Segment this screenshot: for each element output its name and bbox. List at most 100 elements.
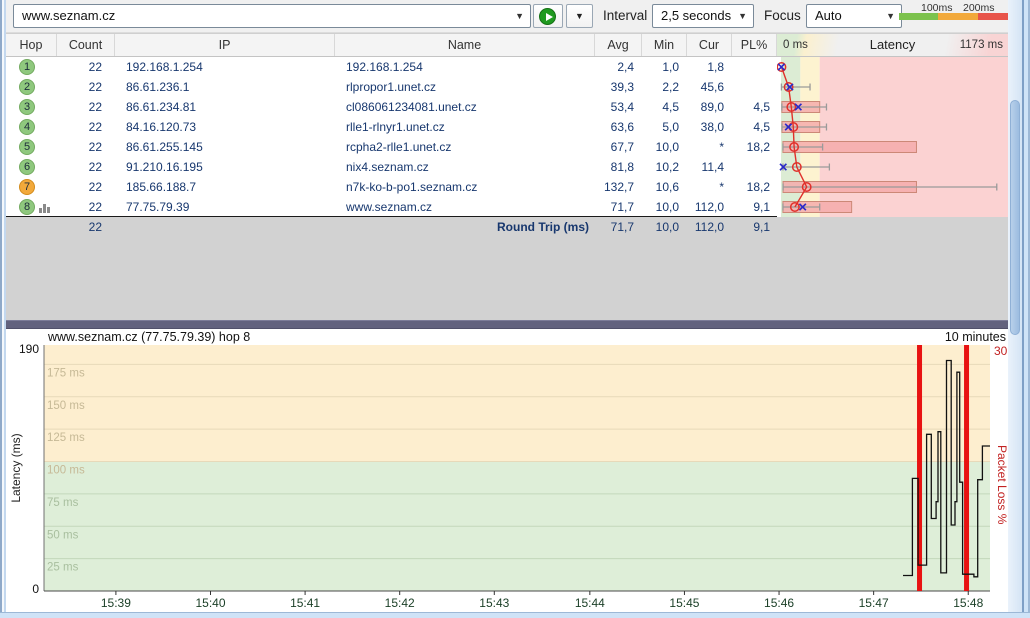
interval-value: 2,5 seconds [661, 8, 732, 23]
scrollbar-thumb[interactable] [1010, 100, 1020, 335]
count-cell: 22 [88, 200, 102, 214]
column-header-ip[interactable]: IP [115, 34, 335, 56]
summary-label: Round Trip (ms) [497, 220, 589, 234]
column-header-hop[interactable]: Hop [6, 34, 57, 56]
column-header-count[interactable]: Count [57, 34, 115, 56]
ip-cell: 77.75.79.39 [126, 200, 190, 214]
ip-cell: 91.210.16.195 [126, 160, 203, 174]
window-right-border [1022, 0, 1030, 618]
timeline-graph-panel: www.seznam.cz (77.75.79.39) hop 8 10 min… [6, 329, 1008, 612]
ip-cell: 86.61.236.1 [126, 80, 190, 94]
name-cell: n7k-ko-b-po1.seznam.cz [346, 180, 478, 194]
table-row[interactable]: 8 22 77.75.79.39 www.seznam.cz 71,7 10,0 112,0… [6, 197, 1008, 217]
summary-cur: 112,0 [694, 220, 724, 234]
window-bottom-border [0, 612, 1030, 618]
name-cell: cl086061234081.unet.cz [346, 100, 477, 114]
focus-select[interactable]: Auto ▼ [806, 4, 902, 28]
column-header-latency[interactable]: 0 ms Latency 1173 ms [777, 34, 1008, 56]
timeline-window-label: 10 minutes [944, 330, 1006, 344]
count-cell: 22 [88, 180, 102, 194]
toolbar: www.seznam.cz ▼ ▼ Interval 2,5 seconds ▼… [6, 0, 1012, 33]
latency-scale-title: Latency [869, 37, 916, 52]
play-icon [539, 8, 556, 25]
column-header-avg[interactable]: Avg [595, 34, 642, 56]
svg-text:150 ms: 150 ms [47, 400, 85, 412]
table-row[interactable]: 5 22 86.61.255.145 rcpha2-rlle1.unet.cz 67,7… [6, 137, 1008, 157]
min-cell: 10,6 [655, 180, 679, 194]
hop-number-badge: 6 [19, 159, 35, 175]
panel-splitter[interactable] [0, 320, 1030, 329]
name-cell: www.seznam.cz [346, 200, 433, 214]
avg-cell: 63,6 [610, 120, 634, 134]
target-combobox[interactable]: www.seznam.cz ▼ [13, 4, 531, 28]
table-row[interactable]: 6 22 91.210.16.195 nix4.seznam.cz 81,8 10,2 11… [6, 157, 1008, 177]
min-cell: 2,2 [662, 80, 679, 94]
focus-label: Focus [764, 8, 801, 23]
svg-text:15:43: 15:43 [479, 596, 509, 610]
avg-cell: 81,8 [610, 160, 634, 174]
column-header-min[interactable]: Min [642, 34, 687, 56]
graphed-hop-bars-icon [39, 203, 51, 213]
cur-cell: 1,8 [707, 60, 724, 74]
svg-text:15:41: 15:41 [290, 596, 320, 610]
summary-pl: 9,1 [753, 220, 770, 234]
svg-text:Latency (ms): Latency (ms) [9, 433, 23, 502]
summary-area: 22 Round Trip (ms) 71,7 10,0 112,0 9,1 [6, 217, 1008, 320]
chevron-down-icon[interactable]: ▼ [515, 11, 524, 21]
interval-select[interactable]: 2,5 seconds ▼ [652, 4, 754, 28]
count-cell: 22 [88, 80, 102, 94]
name-cell: rlpropor1.unet.cz [346, 80, 437, 94]
name-cell: nix4.seznam.cz [346, 160, 429, 174]
packet-loss-cell: 4,5 [753, 100, 770, 114]
svg-text:100 ms: 100 ms [47, 465, 85, 477]
avg-cell: 53,4 [610, 100, 634, 114]
table-row[interactable]: 1 22 192.168.1.254 192.168.1.254 2,4 1,0 1,8 [6, 57, 1008, 77]
trace-table-header: Hop Count IP Name Avg Min Cur PL% 0 ms L… [6, 33, 1008, 57]
table-row[interactable]: 3 22 86.61.234.81 cl086061234081.unet.cz 53,… [6, 97, 1008, 117]
min-cell: 10,2 [655, 160, 679, 174]
latency-column-graph [777, 57, 1008, 217]
ip-cell: 84.16.120.73 [126, 120, 197, 134]
table-row[interactable]: 4 22 84.16.120.73 rlle1-rlnyr1.unet.cz 63,6 5… [6, 117, 1008, 137]
focus-value: Auto [815, 8, 842, 23]
vertical-scrollbar[interactable] [1008, 0, 1022, 612]
hop-number-badge: 5 [19, 139, 35, 155]
svg-text:15:45: 15:45 [669, 596, 699, 610]
ip-cell: 86.61.255.145 [126, 140, 203, 154]
table-row[interactable]: 2 22 86.61.236.1 rlpropor1.unet.cz 39,3 2,2 45… [6, 77, 1008, 97]
interval-label: Interval [603, 8, 648, 23]
latency-scale-legend: 100ms 200ms [899, 2, 1014, 22]
column-header-name[interactable]: Name [335, 34, 595, 56]
summary-avg: 71,7 [610, 220, 634, 234]
cur-cell: * [719, 180, 724, 194]
cur-cell: 11,4 [701, 160, 724, 174]
svg-text:15:42: 15:42 [385, 596, 415, 610]
cur-cell: * [719, 140, 724, 154]
avg-cell: 132,7 [603, 180, 634, 194]
start-trace-button[interactable] [533, 4, 563, 28]
start-options-button[interactable]: ▼ [566, 4, 593, 28]
min-cell: 5,0 [662, 120, 679, 134]
count-cell: 22 [88, 160, 102, 174]
avg-cell: 39,3 [610, 80, 634, 94]
ip-cell: 192.168.1.254 [126, 60, 203, 74]
svg-text:15:39: 15:39 [101, 596, 131, 610]
svg-text:30: 30 [994, 344, 1008, 358]
round-trip-summary-row[interactable]: 22 Round Trip (ms) 71,7 10,0 112,0 9,1 [6, 217, 1008, 237]
column-header-pl[interactable]: PL% [732, 34, 777, 56]
packet-loss-cell: 18,2 [746, 140, 770, 154]
chevron-down-icon[interactable]: ▼ [738, 11, 747, 21]
svg-text:25 ms: 25 ms [47, 562, 79, 574]
timeline-title: www.seznam.cz (77.75.79.39) hop 8 [48, 330, 251, 344]
chevron-down-icon[interactable]: ▼ [886, 11, 895, 21]
name-cell: rlle1-rlnyr1.unet.cz [346, 120, 445, 134]
hop-number-badge: 3 [19, 99, 35, 115]
timeline-graph[interactable]: 25 ms 50 ms 75 ms 100 ms 125 ms 150 ms 175 ms 1… [6, 343, 1008, 611]
count-cell: 22 [88, 100, 102, 114]
column-header-cur[interactable]: Cur [687, 34, 732, 56]
min-cell: 4,5 [662, 100, 679, 114]
table-row[interactable]: 7 22 185.66.188.7 n7k-ko-b-po1.seznam.cz 132… [6, 177, 1008, 197]
svg-text:Packet Loss %: Packet Loss % [995, 445, 1008, 525]
svg-text:50 ms: 50 ms [47, 529, 79, 541]
